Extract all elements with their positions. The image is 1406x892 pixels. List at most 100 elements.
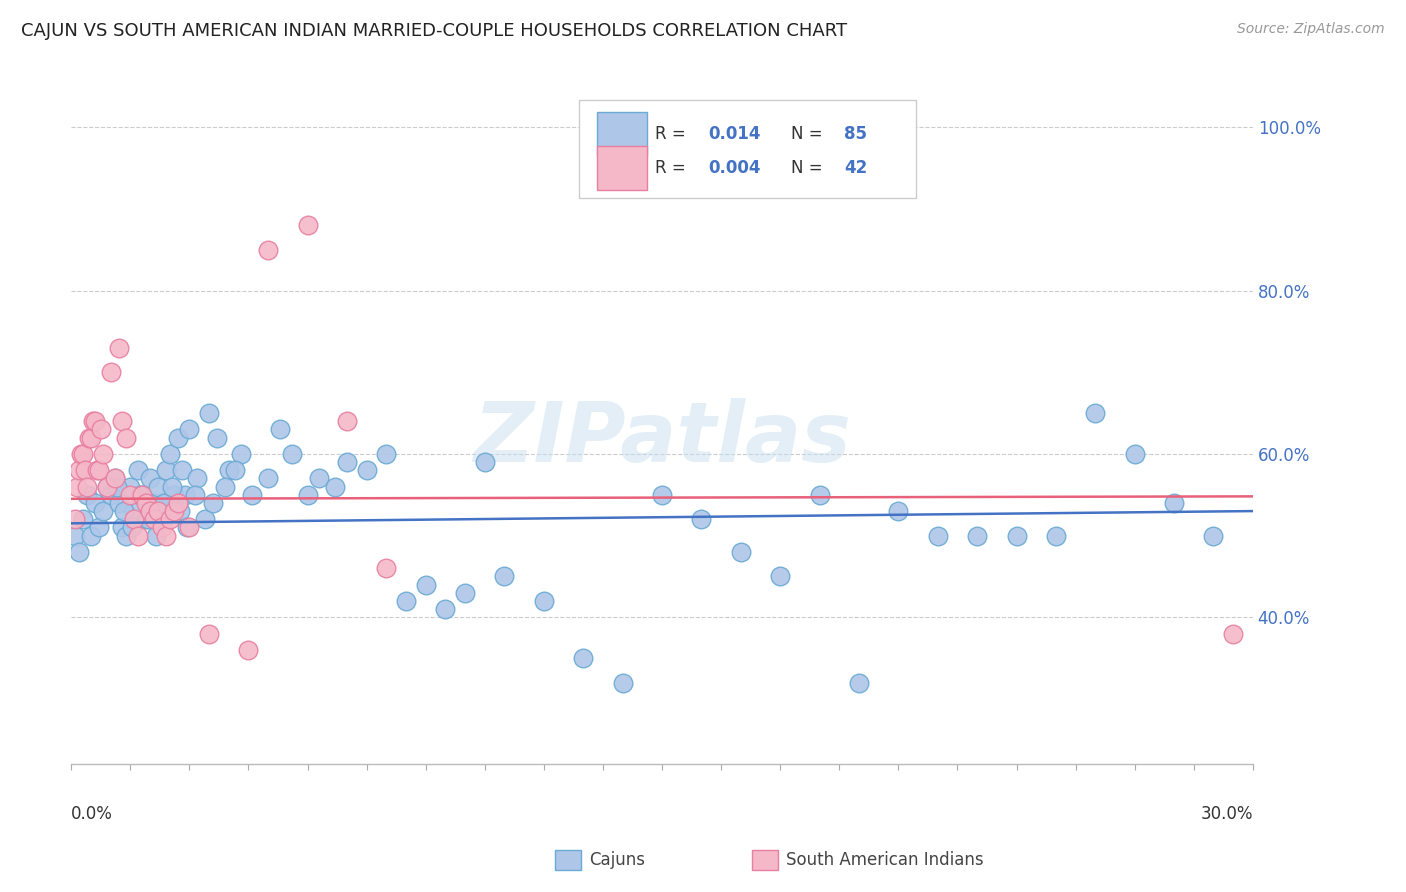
Text: 0.014: 0.014	[709, 125, 761, 143]
Point	[166, 431, 188, 445]
Point	[238, 643, 260, 657]
Point	[76, 488, 98, 502]
Point	[122, 512, 145, 526]
Point	[229, 447, 252, 461]
Point	[612, 675, 634, 690]
Text: South American Indians: South American Indians	[786, 851, 984, 869]
Point	[1084, 406, 1107, 420]
Point	[308, 471, 330, 485]
Point	[83, 414, 105, 428]
Point	[150, 504, 173, 518]
Point	[415, 577, 437, 591]
Point	[163, 488, 186, 502]
Point	[214, 479, 236, 493]
Bar	[752, 850, 778, 870]
Point	[1045, 528, 1067, 542]
Text: Source: ZipAtlas.com: Source: ZipAtlas.com	[1237, 22, 1385, 37]
Point	[87, 520, 110, 534]
Point	[107, 496, 129, 510]
FancyBboxPatch shape	[598, 112, 647, 156]
Point	[87, 463, 110, 477]
Point	[224, 463, 246, 477]
Bar	[555, 850, 581, 870]
Point	[1123, 447, 1146, 461]
Point	[111, 520, 134, 534]
Point	[297, 218, 319, 232]
Point	[82, 414, 104, 428]
Point	[651, 488, 673, 502]
Point	[218, 463, 240, 477]
Point	[115, 431, 138, 445]
Point	[107, 341, 129, 355]
Point	[927, 528, 949, 542]
Point	[1202, 528, 1225, 542]
Point	[257, 471, 280, 485]
Point	[533, 594, 555, 608]
Point	[77, 431, 100, 445]
Point	[121, 520, 143, 534]
Point	[1222, 626, 1244, 640]
Point	[160, 479, 183, 493]
Point	[73, 463, 96, 477]
Point	[135, 512, 157, 526]
Point	[120, 488, 142, 502]
Point	[297, 488, 319, 502]
Point	[86, 463, 108, 477]
Text: N =: N =	[790, 159, 828, 177]
Text: Cajuns: Cajuns	[589, 851, 645, 869]
Point	[67, 463, 90, 477]
Point	[139, 504, 162, 518]
Point	[142, 496, 165, 510]
Point	[769, 569, 792, 583]
Point	[139, 471, 162, 485]
Point	[83, 496, 105, 510]
Point	[434, 602, 457, 616]
Point	[96, 479, 118, 493]
Point	[70, 447, 93, 461]
Point	[146, 504, 169, 518]
Point	[323, 479, 346, 493]
Point	[150, 520, 173, 534]
Point	[198, 626, 221, 640]
Point	[72, 512, 94, 526]
Text: N =: N =	[790, 125, 828, 143]
Point	[198, 406, 221, 420]
Text: 0.0%: 0.0%	[72, 805, 112, 823]
Text: ZIPatlas: ZIPatlas	[472, 399, 851, 479]
Point	[127, 528, 149, 542]
Text: 30.0%: 30.0%	[1201, 805, 1253, 823]
Point	[336, 414, 359, 428]
Point	[356, 463, 378, 477]
Text: 0.004: 0.004	[709, 159, 761, 177]
Point	[127, 463, 149, 477]
Point	[184, 488, 207, 502]
Point	[103, 471, 125, 485]
Point	[80, 431, 103, 445]
Point	[100, 488, 122, 502]
Point	[966, 528, 988, 542]
Point	[67, 545, 90, 559]
Point	[170, 463, 193, 477]
Point	[76, 479, 98, 493]
Point	[887, 504, 910, 518]
Point	[91, 447, 114, 461]
Text: CAJUN VS SOUTH AMERICAN INDIAN MARRIED-COUPLE HOUSEHOLDS CORRELATION CHART: CAJUN VS SOUTH AMERICAN INDIAN MARRIED-C…	[21, 22, 848, 40]
Point	[63, 512, 86, 526]
Point	[281, 447, 304, 461]
Point	[146, 479, 169, 493]
Point	[111, 414, 134, 428]
Point	[730, 545, 752, 559]
Point	[375, 561, 398, 575]
Point	[131, 488, 153, 502]
Point	[242, 488, 264, 502]
Text: R =: R =	[655, 159, 690, 177]
Point	[63, 528, 86, 542]
Point	[120, 479, 142, 493]
Point	[176, 520, 198, 534]
Point	[202, 496, 225, 510]
Point	[1005, 528, 1028, 542]
FancyBboxPatch shape	[598, 145, 647, 190]
Point	[131, 488, 153, 502]
Point	[494, 569, 516, 583]
Point	[572, 651, 595, 665]
